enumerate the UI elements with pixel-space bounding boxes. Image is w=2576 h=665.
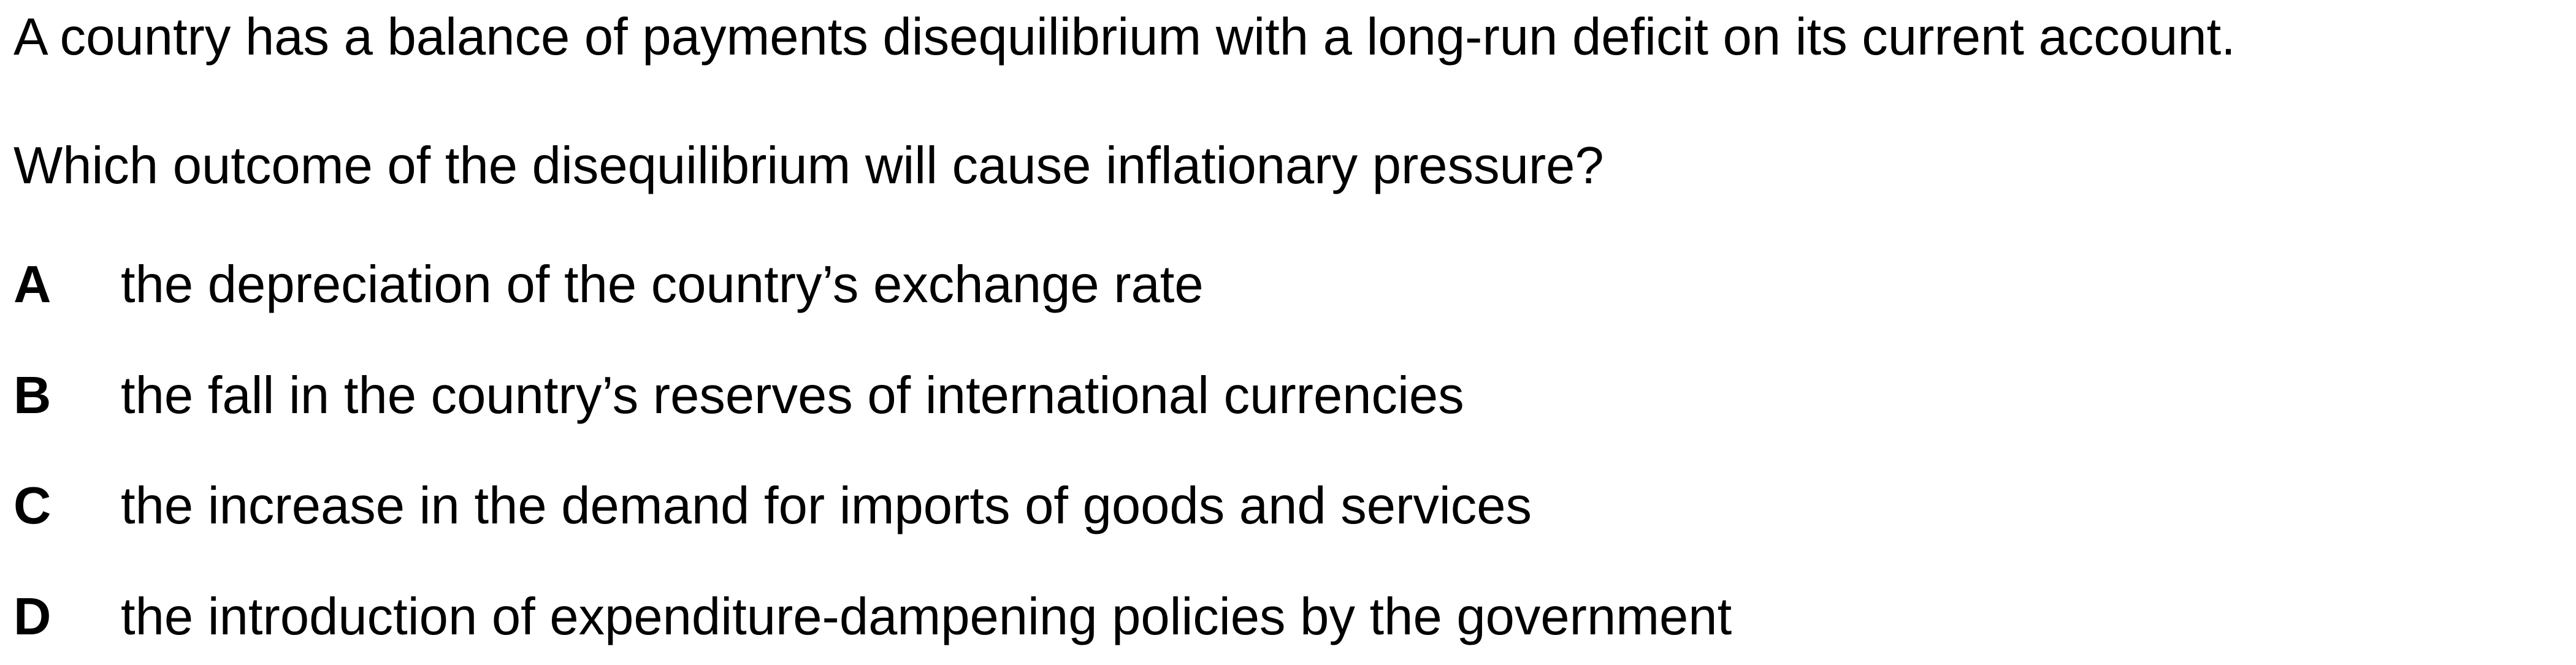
option-letter: D	[13, 588, 52, 646]
question-prompt: Which outcome of the disequilibrium will…	[13, 137, 1604, 195]
option-text: the fall in the country’s reserves of in…	[121, 367, 1464, 425]
option-letter: A	[13, 256, 52, 314]
option-text: the depreciation of the country’s exchan…	[121, 256, 1204, 314]
option-text: the increase in the demand for imports o…	[121, 477, 1532, 535]
option-text: the introduction of expenditure-dampenin…	[121, 588, 1732, 646]
question-stem: A country has a balance of payments dise…	[13, 8, 2236, 66]
option-letter: C	[13, 477, 52, 535]
option-letter: B	[13, 367, 52, 425]
